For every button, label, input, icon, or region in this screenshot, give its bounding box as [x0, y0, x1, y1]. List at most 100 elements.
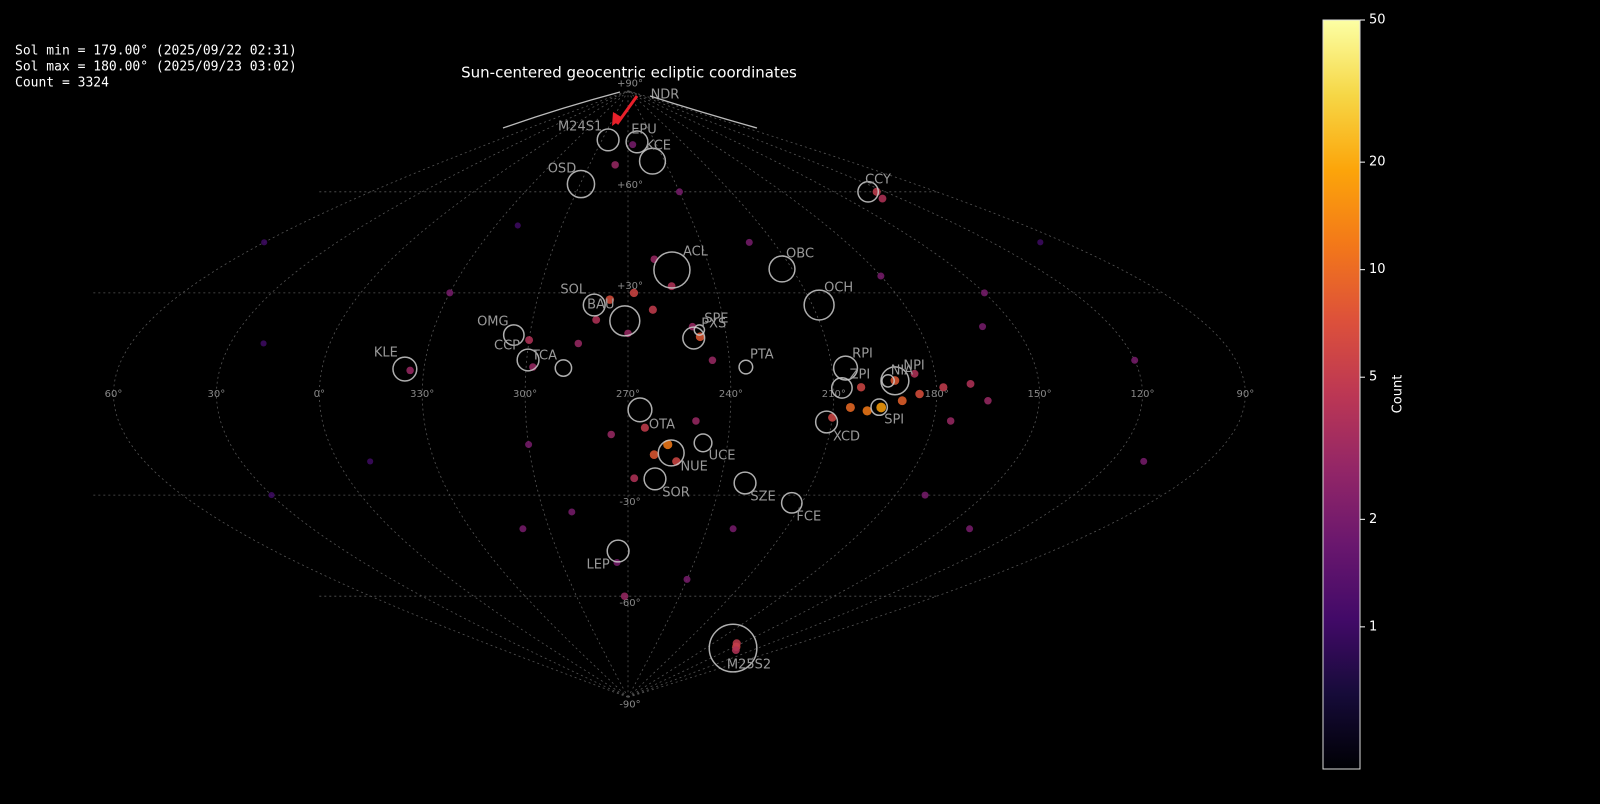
density-point — [878, 194, 887, 203]
x-tick-label: 180° — [925, 389, 949, 400]
shower-radiant — [870, 398, 889, 417]
info-line: Sol min = 179.00° (2025/09/22 02:31) — [15, 44, 297, 59]
density-point — [732, 639, 741, 648]
shower-radiant — [625, 130, 649, 154]
colorbar-tick-label: 10 — [1369, 262, 1386, 277]
density-point — [897, 396, 907, 406]
shower-label: NPI — [903, 358, 924, 373]
x-tick-label: 270° — [616, 389, 640, 400]
x-tick-label: 60° — [105, 389, 123, 400]
colorbar-tick-label: 2 — [1369, 512, 1377, 527]
shower-radiant — [627, 397, 653, 423]
shower-radiant — [682, 326, 706, 350]
density-point — [568, 508, 576, 516]
shower-label: OMG — [477, 315, 509, 330]
density-point — [667, 282, 676, 291]
shower-radiant — [814, 410, 839, 434]
density-point — [630, 474, 639, 483]
shower-label: LEP — [586, 558, 609, 573]
shower-label: M24S1 — [558, 119, 602, 134]
shower-label: SZE — [750, 489, 775, 504]
x-tick-label: 30° — [208, 389, 226, 400]
density-point — [663, 439, 673, 450]
density-point — [446, 289, 454, 297]
colorbar-tick-label: 50 — [1369, 13, 1386, 28]
colorbar-tick-label: 1 — [1369, 619, 1377, 634]
shower-radiant — [832, 355, 859, 381]
density-point — [605, 295, 615, 304]
density-point — [966, 525, 974, 533]
density-point — [939, 383, 948, 392]
shower-label: XCD — [833, 429, 860, 444]
x-tick-label: 330° — [410, 389, 434, 400]
shower-radiant — [803, 289, 835, 321]
shower-label: KLE — [374, 346, 398, 361]
shower-radiant — [881, 373, 895, 388]
shower-label: CCY — [865, 172, 891, 187]
shower-radiant — [693, 324, 706, 336]
shower-radiant — [738, 359, 754, 375]
density-point — [1131, 356, 1139, 364]
shower-label: SPI — [884, 413, 904, 428]
density-point — [692, 417, 700, 425]
density-point — [1140, 457, 1148, 465]
shower-label: CCP — [494, 338, 520, 353]
shower-radiant — [880, 366, 910, 396]
density-point — [406, 366, 414, 375]
meridian — [627, 90, 938, 698]
density-point — [876, 402, 887, 413]
shower-label: NUE — [680, 459, 707, 474]
density-point — [514, 222, 521, 229]
density-point — [611, 161, 619, 169]
density-point — [731, 646, 740, 655]
colorbar-tick-label: 5 — [1369, 370, 1377, 385]
y-tick-label: +60° — [617, 180, 643, 191]
density-point — [261, 239, 268, 246]
shower-radiant — [516, 348, 540, 372]
shower-radiant — [830, 376, 853, 399]
density-point — [872, 187, 881, 196]
density-point — [729, 525, 737, 533]
shower-label: OSD — [548, 162, 577, 177]
density-point — [648, 305, 657, 314]
shower-label: NIA — [891, 363, 914, 378]
density-point — [367, 458, 374, 465]
shower-label: PXS — [701, 317, 726, 332]
shower-label: OCH — [824, 281, 853, 296]
shower-radiant — [596, 128, 620, 152]
density-point — [519, 525, 527, 533]
density-point — [856, 383, 866, 392]
info-line: Count = 3324 — [15, 76, 109, 91]
x-tick-label: 240° — [719, 389, 743, 400]
shower-label: TCA — [531, 349, 557, 364]
density-point — [675, 188, 683, 196]
shower-label: EPU — [631, 122, 657, 137]
shower-radiant — [582, 293, 606, 317]
density-point — [915, 389, 924, 399]
density-point — [979, 323, 987, 331]
density-point — [574, 339, 583, 348]
meridian — [421, 90, 629, 698]
shower-label: SPE — [704, 311, 728, 326]
y-tick-label: +30° — [617, 281, 643, 292]
density-point — [629, 288, 639, 298]
shower-label: ZPI — [850, 367, 871, 382]
shower-label: SOL — [560, 283, 586, 298]
shower-radiant — [780, 491, 803, 514]
density-point — [910, 369, 919, 378]
density-point — [877, 272, 885, 280]
shower-label: RPI — [852, 347, 873, 362]
shower-radiant — [733, 471, 757, 495]
meridian — [318, 90, 629, 698]
x-tick-label: 90° — [1237, 389, 1255, 400]
y-tick-label: -60° — [619, 598, 640, 609]
density-point — [649, 450, 659, 460]
shower-radiant — [566, 169, 596, 199]
colorbar-tick-label: 20 — [1369, 155, 1386, 170]
info-line: Sol max = 180.00° (2025/09/23 03:02) — [15, 60, 297, 75]
density-point — [640, 423, 649, 432]
y-tick-label: +90° — [617, 79, 643, 90]
density-point — [525, 336, 534, 345]
